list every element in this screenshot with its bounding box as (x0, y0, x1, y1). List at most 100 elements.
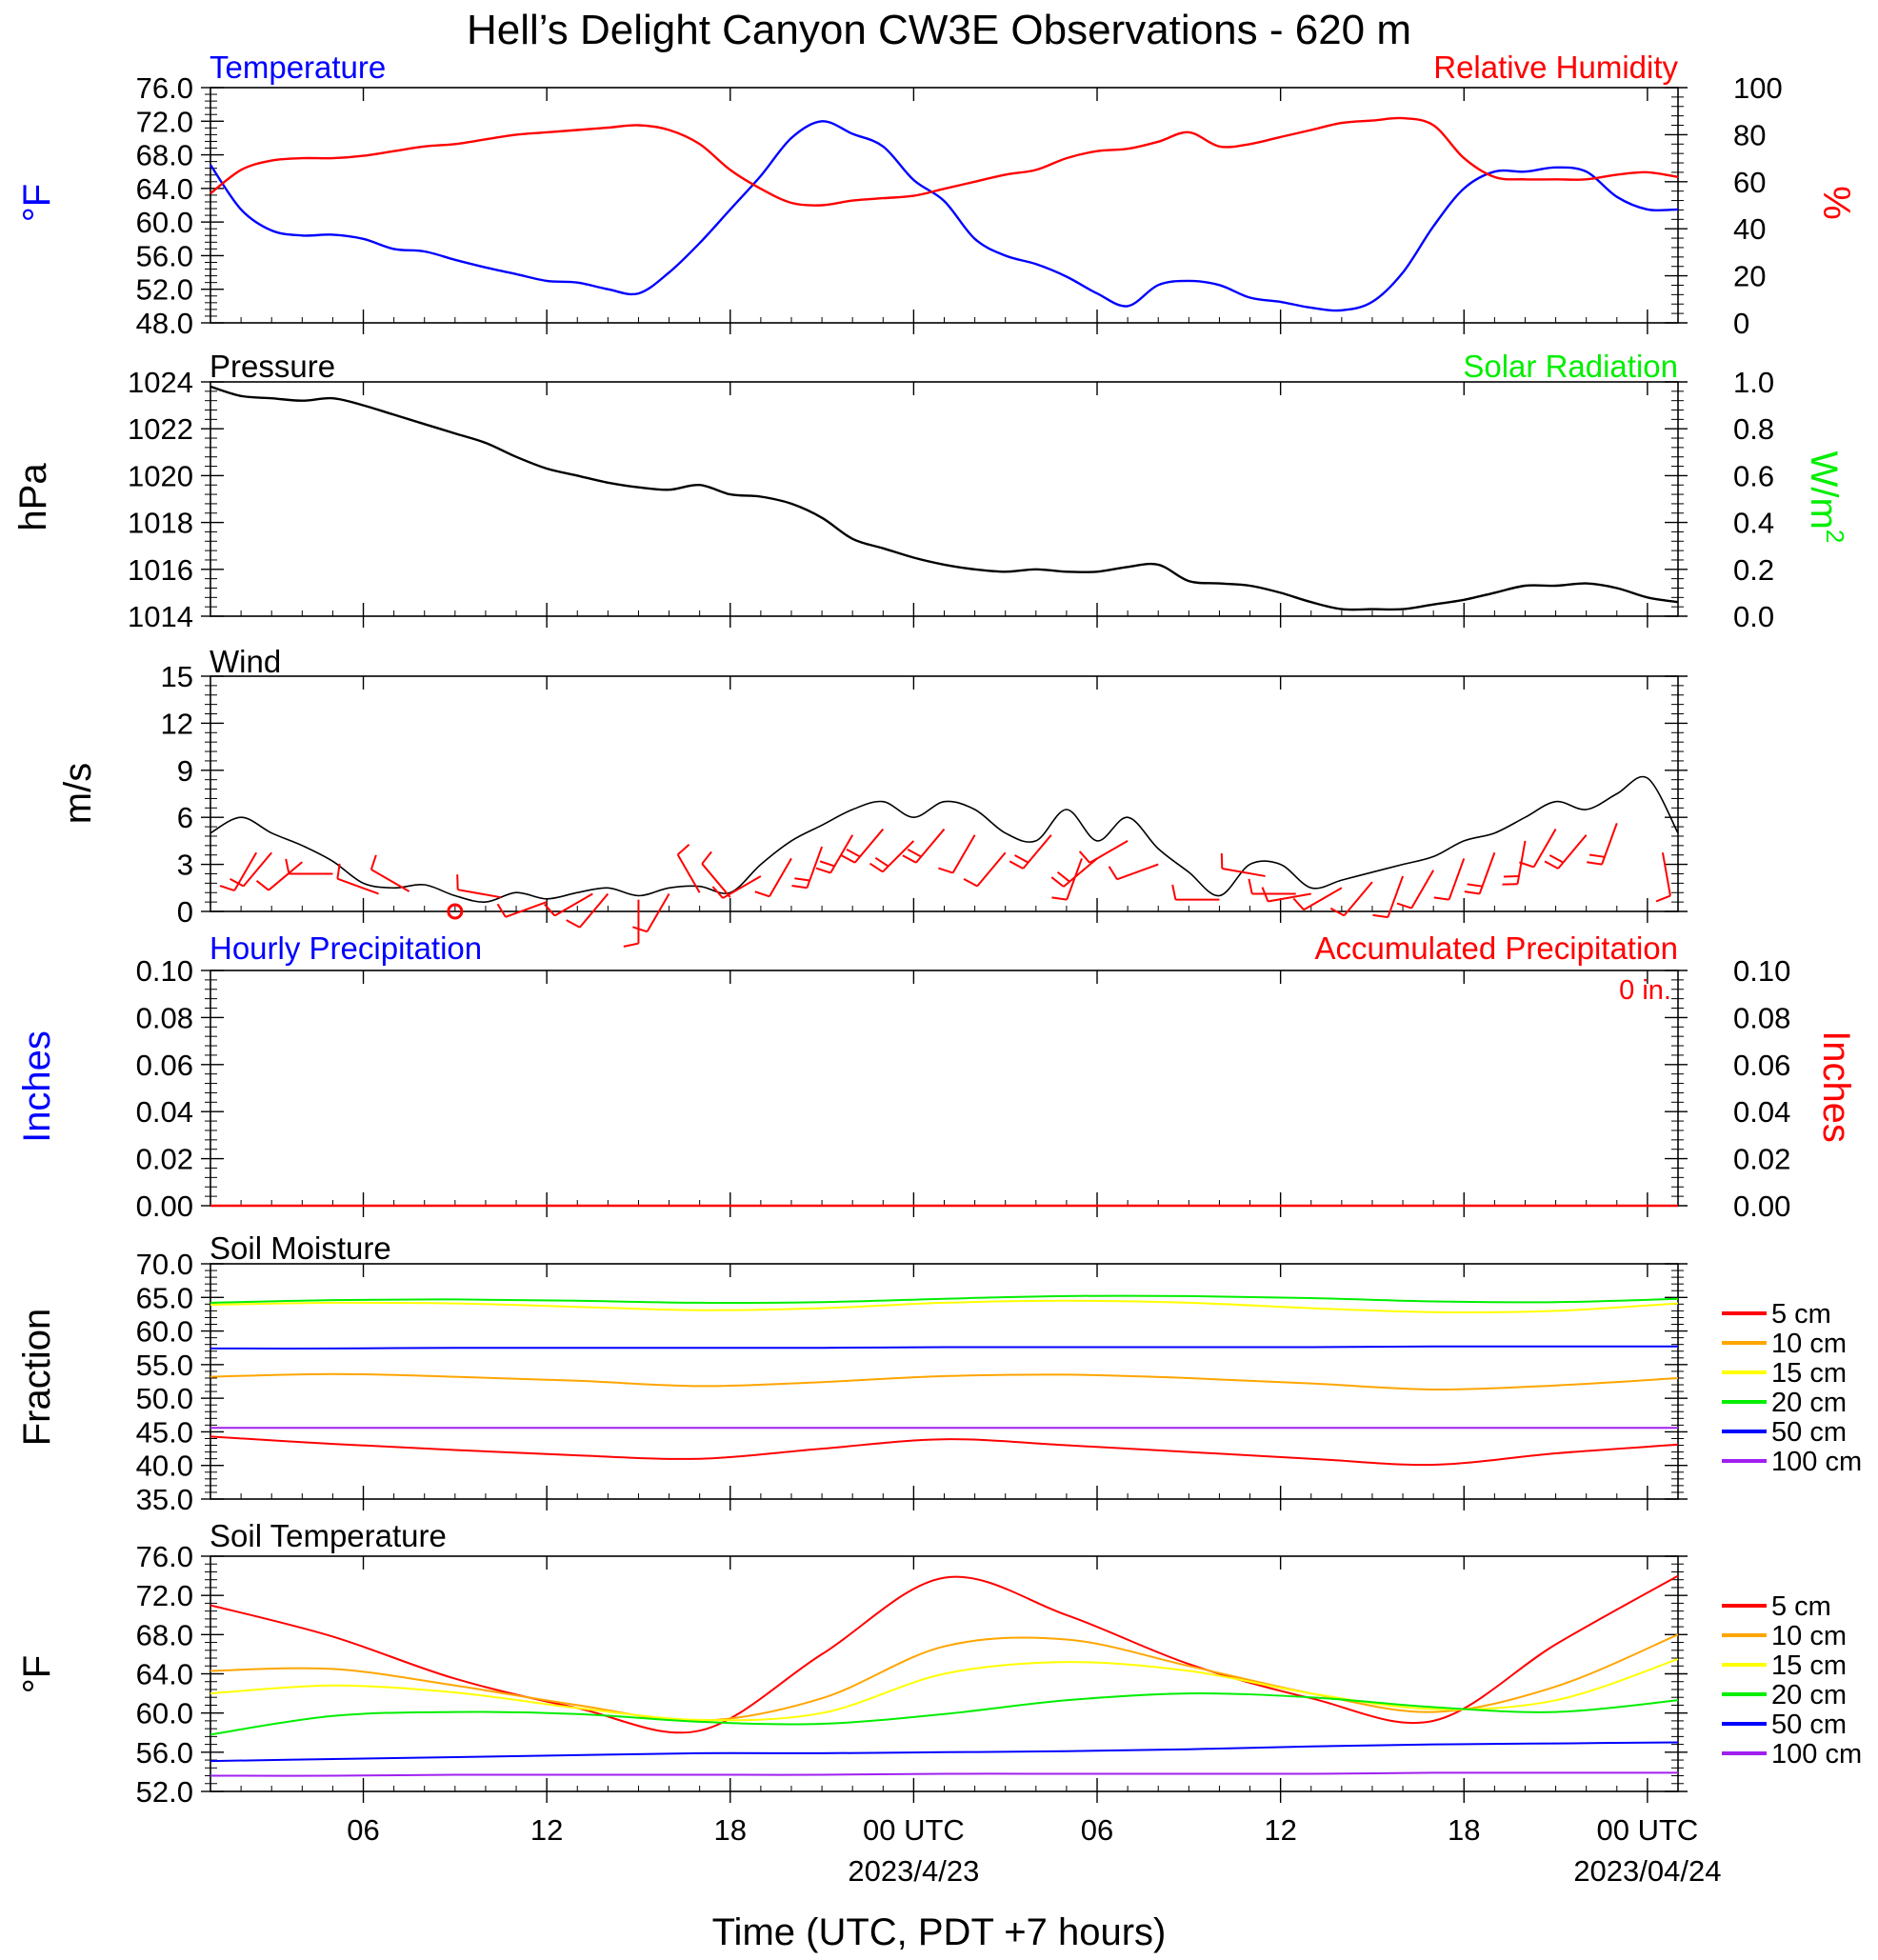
humidity-axis-label: % (1815, 186, 1857, 220)
x-tick-label: 06 (1081, 1813, 1113, 1847)
wind-barb-tick (1519, 861, 1534, 869)
wind-barb-shaft (1066, 858, 1083, 900)
y-tick-label-left: 0.06 (136, 1049, 193, 1082)
wind-barb-shaft (1601, 823, 1618, 865)
wind-barb-tick (1108, 866, 1118, 880)
wind-barb-tick (1548, 854, 1564, 864)
pressure-axis-label: hPa (12, 463, 54, 531)
solar-axis-superscript: 2 (1821, 530, 1849, 543)
soil-moisture-lines (210, 1294, 1679, 1467)
y-tick-label-left: 12 (161, 707, 193, 740)
y-tick-label-left: 60.0 (136, 1697, 193, 1730)
x-date-label: 2023/4/23 (848, 1854, 979, 1888)
wind-barb-tick (846, 848, 861, 858)
wind-barb-shaft (1303, 887, 1343, 911)
soil-temperature-panel: Soil Temperature °F 52.0 56.0 60.0 64.0 68.0… (16, 1518, 1862, 1809)
wind-barb-tick (902, 854, 917, 864)
temperature-humidity-lines (210, 116, 1679, 312)
wind-barb-shaft (370, 869, 410, 892)
y-tick-label-left: 76.0 (136, 1540, 193, 1573)
wind-barb-shaft (337, 877, 379, 895)
wind-barb-shaft (268, 861, 303, 891)
wind-barb-tick (285, 858, 290, 874)
wind-barb-tick (1329, 907, 1345, 917)
wind-barb-shaft (1448, 858, 1466, 900)
wind-barb-tick (711, 886, 724, 899)
wind-barb-tick (1433, 896, 1449, 901)
wind-barb-tick (1544, 860, 1559, 870)
legend-label: 10 cm (1771, 1329, 1847, 1359)
pressure-solar-panel: Pressure Solar Radiation hPa W/m2 101410… (12, 349, 1849, 633)
y-tick-label-left: 15 (161, 660, 193, 693)
wind-axes: 0 3 6 9 12 15 (161, 660, 1688, 929)
y-tick-label-left: 0.00 (136, 1190, 193, 1223)
wind-barb-shaft (806, 846, 824, 889)
wind-barb-tick (336, 863, 341, 879)
accum-precip-axis-label: Inches (1815, 1030, 1857, 1143)
pressure-solar-axes: 1014 1016 1018 1020 1022 1024 0.0 0.2 0.4 0.6 0.8 1… (128, 366, 1774, 633)
legend-label: 100 cm (1771, 1447, 1862, 1477)
wind-barb-tick (255, 880, 270, 891)
soil-moisture-panel: Soil Moisture Fraction 35.040.045.050.05… (16, 1230, 1862, 1516)
hourly-precip-title: Hourly Precipitation (210, 930, 482, 966)
y-tick-label-left: 52.0 (136, 273, 193, 307)
x-tick-label: 06 (347, 1813, 379, 1847)
y-tick-label-left: 1014 (128, 600, 193, 633)
y-tick-label-left: 45.0 (136, 1415, 193, 1449)
wind-barb-tick (544, 903, 556, 917)
wind-barb-shaft (769, 857, 792, 897)
wind-barb-tick (1078, 850, 1091, 864)
y-tick-label-right: 60 (1733, 166, 1766, 199)
wind-barb-shaft (1268, 892, 1311, 903)
soil-line-50cm (210, 1741, 1679, 1763)
wind-barb-shaft (505, 901, 548, 918)
soil-temperature-title: Soil Temperature (210, 1518, 447, 1553)
calm-wind-marker (447, 903, 464, 920)
wind-barb-shaft (1089, 840, 1129, 864)
soil-line-100cm (210, 1771, 1678, 1777)
humidity-line (210, 116, 1679, 207)
wind-barb-shaft (915, 828, 946, 864)
wind-barb-shaft (1557, 834, 1588, 870)
wind-axis-label: m/s (57, 763, 99, 824)
soil-temperature-lines (210, 1574, 1679, 1777)
wind-barb-shaft (1478, 851, 1496, 894)
wind-barb-shaft (1343, 881, 1373, 917)
wind-barb-tick (791, 885, 808, 890)
wind-barb-tick (632, 926, 648, 933)
y-tick-label-left: 56.0 (136, 1736, 193, 1770)
wind-barb-tick (938, 867, 953, 874)
wind-barb-shaft (722, 875, 762, 899)
y-tick-label-left: 55.0 (136, 1349, 193, 1382)
y-tick-label-left: 76.0 (136, 71, 193, 105)
wind-barb-tick (815, 867, 831, 874)
y-tick-label-right: 0 (1733, 307, 1749, 340)
y-tick-label-left: 65.0 (136, 1281, 193, 1314)
x-tick-label: 12 (530, 1813, 563, 1847)
x-tick-label: 18 (1448, 1813, 1480, 1847)
y-tick-label-left: 0.10 (136, 954, 193, 988)
wind-barb-tick (701, 850, 712, 865)
y-tick-label-right: 0.2 (1733, 553, 1774, 587)
y-tick-label-left: 1022 (128, 412, 193, 446)
y-tick-label-right: 0.06 (1733, 1049, 1790, 1082)
y-tick-label-left: 72.0 (136, 1579, 193, 1612)
wind-barb-tick (1655, 894, 1671, 903)
y-tick-label-left: 35.0 (136, 1483, 193, 1516)
wind-barb-tick (794, 877, 810, 882)
temperature-title: Temperature (210, 50, 386, 85)
y-tick-label-left: 68.0 (136, 139, 193, 172)
legend-label: 5 cm (1771, 1591, 1831, 1622)
precip-total-annotation: 0 in. (1619, 975, 1671, 1006)
wind-barb-tick (907, 848, 922, 858)
humidity-title: Relative Humidity (1433, 50, 1678, 85)
wind-barb-tick (496, 903, 507, 918)
y-tick-label-left: 56.0 (136, 239, 193, 272)
wind-barb-shaft (951, 834, 976, 874)
wind-barb-tick (963, 878, 978, 888)
temperature-humidity-axes: 48.052.056.060.064.068.072.076.0 0 20 40 60 8… (136, 71, 1783, 340)
y-tick-label-left: 48.0 (136, 307, 193, 340)
legend-label: 10 cm (1771, 1621, 1847, 1651)
